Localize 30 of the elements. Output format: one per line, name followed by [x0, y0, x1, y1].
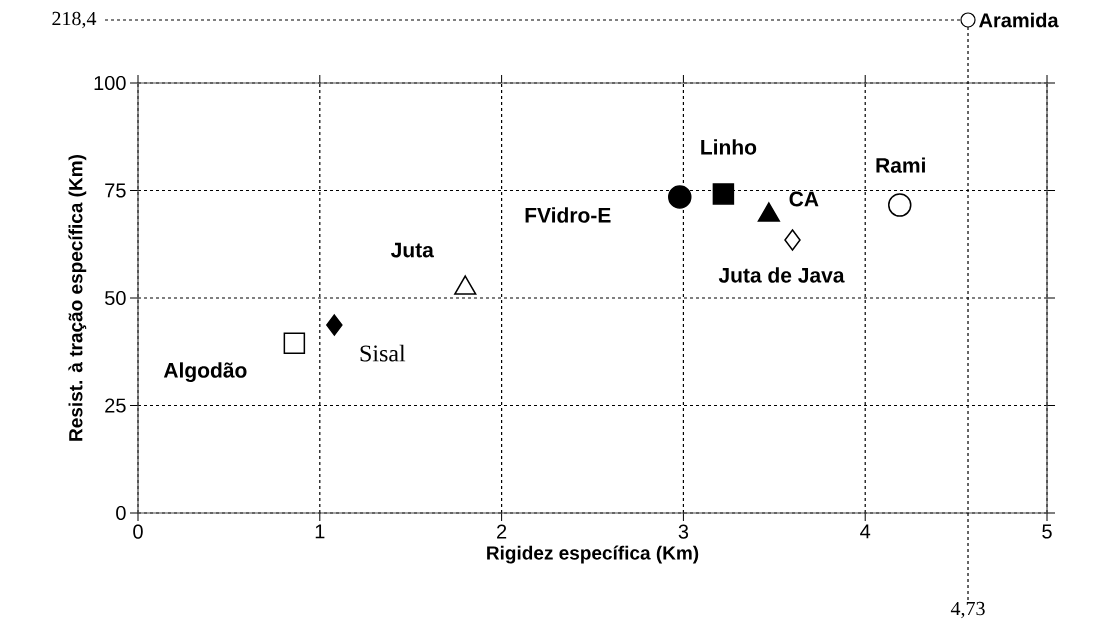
point	[784, 229, 801, 251]
text: FVidro-E	[525, 207, 611, 223]
y-tick-label: 100	[94, 75, 126, 91]
series-label: Rami	[876, 157, 925, 173]
x-tick-label: 4	[860, 524, 871, 539]
series-label: Algodão	[163, 362, 247, 382]
y-tick-label: 50	[105, 290, 126, 306]
point	[712, 183, 735, 205]
x-tick-label: 2	[497, 524, 507, 539]
point	[326, 314, 343, 336]
x-tick-label: 0	[133, 524, 143, 539]
x-axis-title: Rigidez específica (Km)	[487, 545, 699, 564]
series-label: Linho	[701, 139, 757, 155]
y-tick-label: 75	[105, 183, 126, 198]
y-tick-label: 0	[116, 505, 126, 521]
series-label: Juta	[390, 242, 434, 258]
point	[283, 332, 306, 354]
text: Aramida	[979, 12, 1059, 28]
point	[668, 185, 692, 209]
x-tick-label: 1	[315, 524, 325, 539]
text: 218,4	[52, 11, 97, 29]
series-label: CA	[789, 191, 819, 207]
series-label: Juta de Java	[718, 267, 845, 283]
text: 4,73	[950, 601, 985, 619]
x-tick-label: 5	[1042, 524, 1052, 539]
y-axis-title: Resist. à tração específica (Km)	[68, 155, 87, 441]
y-tick-label: 25	[105, 398, 126, 413]
point	[888, 193, 912, 217]
series-label: Sisal	[360, 344, 406, 362]
x-tick-label: 3	[678, 524, 689, 539]
